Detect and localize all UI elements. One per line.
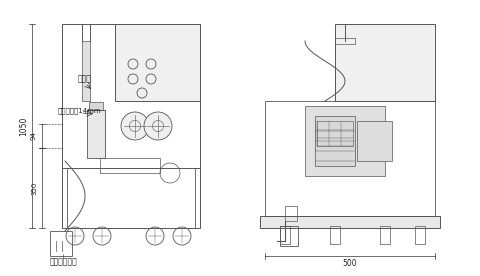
Circle shape [121, 112, 149, 140]
Bar [280, 226, 298, 246]
Text: 調圧弁: 調圧弁 [78, 75, 92, 84]
Bar [317, 121, 353, 146]
Bar [357, 121, 392, 161]
Bar [415, 226, 425, 244]
Text: 350: 350 [31, 181, 37, 195]
Bar [280, 226, 290, 244]
Bar [335, 24, 435, 101]
Bar [380, 226, 390, 244]
Bar [62, 24, 200, 228]
Bar [115, 24, 200, 101]
Bar [82, 41, 90, 101]
Bar [50, 231, 72, 256]
Bar [285, 206, 297, 221]
Bar [87, 110, 105, 158]
Text: ホース出口14mm: ホース出口14mm [58, 108, 102, 114]
Text: 500: 500 [343, 259, 357, 269]
Text: フロート入口: フロート入口 [49, 258, 77, 267]
Bar [330, 226, 340, 244]
Bar [265, 101, 435, 216]
Text: 1050: 1050 [20, 116, 28, 136]
Bar [260, 216, 440, 228]
Bar [335, 38, 355, 44]
Bar [315, 116, 355, 166]
Text: 94: 94 [31, 132, 37, 140]
Bar [89, 102, 103, 110]
Circle shape [144, 112, 172, 140]
Bar [100, 158, 160, 173]
Bar [305, 106, 385, 176]
